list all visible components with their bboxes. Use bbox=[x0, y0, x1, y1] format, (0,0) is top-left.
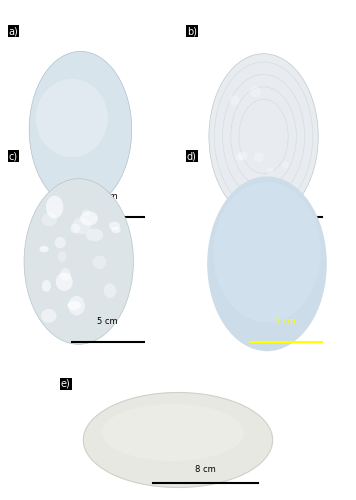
Ellipse shape bbox=[24, 178, 134, 344]
Ellipse shape bbox=[68, 296, 85, 316]
Ellipse shape bbox=[80, 212, 98, 226]
Ellipse shape bbox=[29, 52, 132, 208]
Ellipse shape bbox=[93, 256, 106, 269]
Text: 5 cm: 5 cm bbox=[98, 317, 118, 326]
Text: b): b) bbox=[187, 26, 197, 36]
Ellipse shape bbox=[267, 168, 273, 173]
Ellipse shape bbox=[42, 212, 57, 226]
Text: e): e) bbox=[61, 379, 70, 389]
Ellipse shape bbox=[83, 392, 273, 488]
Ellipse shape bbox=[109, 222, 120, 230]
Ellipse shape bbox=[41, 309, 57, 322]
Ellipse shape bbox=[86, 228, 103, 241]
Ellipse shape bbox=[282, 162, 289, 168]
Ellipse shape bbox=[209, 54, 318, 220]
Ellipse shape bbox=[230, 96, 240, 105]
Text: 5 cm: 5 cm bbox=[98, 192, 118, 201]
Ellipse shape bbox=[111, 226, 121, 233]
Ellipse shape bbox=[40, 246, 49, 252]
Ellipse shape bbox=[254, 152, 264, 162]
Ellipse shape bbox=[55, 237, 66, 248]
Ellipse shape bbox=[82, 210, 90, 216]
Ellipse shape bbox=[56, 272, 73, 291]
Ellipse shape bbox=[238, 152, 248, 160]
Ellipse shape bbox=[58, 251, 66, 262]
Ellipse shape bbox=[250, 86, 261, 97]
Text: 8 cm: 8 cm bbox=[195, 465, 216, 474]
Ellipse shape bbox=[207, 176, 327, 351]
Ellipse shape bbox=[36, 79, 108, 157]
Ellipse shape bbox=[102, 404, 244, 461]
Text: c): c) bbox=[9, 151, 18, 161]
Ellipse shape bbox=[46, 196, 63, 218]
Text: d): d) bbox=[187, 151, 197, 161]
Ellipse shape bbox=[60, 268, 70, 281]
Ellipse shape bbox=[213, 182, 321, 322]
Text: a): a) bbox=[9, 26, 19, 36]
Text: 5 cm: 5 cm bbox=[276, 192, 296, 201]
Ellipse shape bbox=[42, 280, 51, 291]
Ellipse shape bbox=[70, 224, 80, 234]
Text: 5 cm: 5 cm bbox=[276, 317, 296, 326]
Ellipse shape bbox=[271, 178, 284, 190]
Ellipse shape bbox=[236, 154, 244, 161]
Ellipse shape bbox=[104, 283, 116, 298]
Ellipse shape bbox=[67, 300, 81, 310]
Ellipse shape bbox=[72, 218, 91, 234]
